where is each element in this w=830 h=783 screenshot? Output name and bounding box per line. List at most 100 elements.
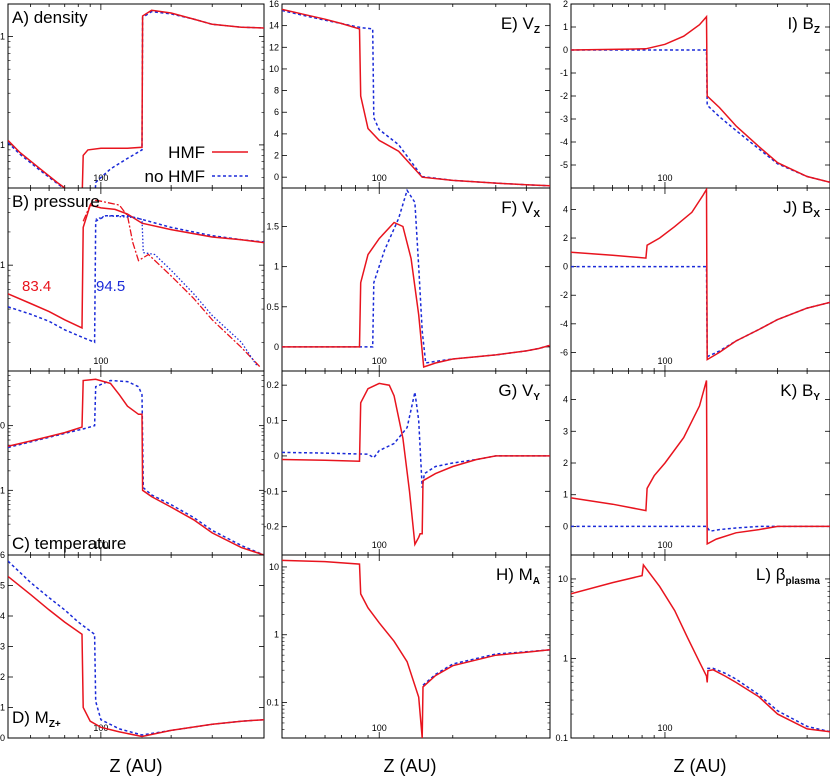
panel-B: 100 1 B) pressure xyxy=(0,187,265,372)
y-tick-label: 4 xyxy=(0,611,5,621)
panel-title-A: A) density xyxy=(12,8,88,27)
y-tick-label: 1 xyxy=(274,262,279,272)
series-no-hmf xyxy=(8,379,264,555)
panel-L: 100 0.1 1 10 L) βplasma xyxy=(555,554,830,743)
x-tick-label: 100 xyxy=(372,723,387,733)
series-no-hmf-secondary xyxy=(95,215,259,368)
series-no-hmf xyxy=(571,525,830,533)
legend: HMF no HMF xyxy=(145,143,248,186)
series-no-hmf xyxy=(8,10,264,188)
y-tick-label: 0.1 xyxy=(266,416,279,426)
y-tick-label: -0.1 xyxy=(263,486,279,496)
y-tick-label: 5 xyxy=(0,581,5,591)
x-tick-label: 100 xyxy=(657,540,672,550)
panel-title-subscript: Y xyxy=(813,392,820,403)
y-tick-label: 2 xyxy=(563,0,568,9)
y-tick-label: 14 xyxy=(269,21,279,31)
panel-title-subscript: Z+ xyxy=(49,719,61,730)
panel-title-H: H) MA xyxy=(496,565,540,587)
y-tick-label: 0 xyxy=(274,451,279,461)
series-no-hmf xyxy=(707,667,830,733)
panel-title-subscript: Z xyxy=(814,25,820,36)
y-tick-label: 0 xyxy=(274,172,279,182)
panel-title-subscript: Y xyxy=(533,392,540,403)
panel-E: 100 0 2 4 6 8 10 12 14 16 E) VZ xyxy=(269,0,551,189)
panel-I: 100 -5 -4 -3 -2 -1 0 1 2 I) BZ xyxy=(560,0,830,189)
y-tick-label: 3 xyxy=(0,642,5,652)
panel-title-subscript: Z xyxy=(534,25,540,36)
series-hmf-secondary xyxy=(82,199,261,368)
legend-label-hmf: HMF xyxy=(168,143,205,162)
panel-title-J: J) BX xyxy=(783,198,820,220)
y-tick-label: 2 xyxy=(563,233,568,243)
panel-frame xyxy=(7,370,265,556)
y-tick-label: -0.2 xyxy=(263,522,279,532)
series-hmf xyxy=(8,575,264,738)
y-tick-label: 6 xyxy=(274,107,279,117)
y-tick-label: 0 xyxy=(563,521,568,531)
panel-title-subscript: X xyxy=(813,209,820,220)
y-tick-label: 1 xyxy=(274,630,279,640)
panel-G: 100 -0.2 -0.1 0 0.1 0.2 G) VY xyxy=(263,370,551,556)
panel-frame xyxy=(7,3,265,189)
y-tick-label: -3 xyxy=(560,114,568,124)
y-tick-label: 0.2 xyxy=(266,380,279,390)
y-tick-label: 4 xyxy=(563,395,568,405)
y-tick-label: 12 xyxy=(269,42,279,52)
y-tick-label: 0.1 xyxy=(266,698,279,708)
x-tick-label: 100 xyxy=(657,723,672,733)
y-tick-label: -2 xyxy=(560,290,568,300)
panel-title-subscript: plasma xyxy=(786,576,821,587)
y-tick-label: 6 xyxy=(0,550,5,560)
annotation-94-5: 94.5 xyxy=(96,278,125,295)
y-tick-label: 10 xyxy=(269,562,279,572)
panel-J: 100 -6 -4 -2 0 2 4 J) BX xyxy=(560,187,830,372)
y-tick-label: 1 xyxy=(563,653,568,663)
panel-H: 100 0.1 1 10 H) MA xyxy=(266,554,551,739)
panel-frame xyxy=(570,554,830,739)
y-tick-label: 0.1 xyxy=(0,140,5,150)
panel-F: 100 0 0.5 1 1.5 F) VX xyxy=(266,187,551,372)
series-hmf xyxy=(8,9,264,188)
panel-title-K: K) BY xyxy=(780,381,820,403)
x-axis-label: Z (AU) xyxy=(674,756,727,776)
y-tick-label: -1 xyxy=(560,68,568,78)
series-hmf xyxy=(571,14,830,184)
y-tick-label: 0 xyxy=(0,733,5,743)
panel-title-E: E) VZ xyxy=(501,14,540,36)
panel-title-G: G) VY xyxy=(498,381,540,403)
y-tick-label: -2 xyxy=(560,91,568,101)
annotation-83-4: 83.4 xyxy=(22,278,51,295)
y-tick-label: 1 xyxy=(0,32,5,42)
y-tick-label: -4 xyxy=(560,319,568,329)
panel-title-subscript: X xyxy=(533,209,540,220)
x-tick-label: 100 xyxy=(93,540,108,550)
x-axis-label: Z (AU) xyxy=(384,756,437,776)
y-tick-label: 0 xyxy=(563,262,568,272)
panel-title-C: C) temperature xyxy=(12,534,126,553)
y-tick-label: 16 xyxy=(269,0,279,9)
y-tick-label: 0 xyxy=(563,45,568,55)
y-tick-label: 0.5 xyxy=(266,302,279,312)
y-tick-label: -6 xyxy=(560,347,568,357)
panel-K: 100 0 1 2 3 4 K) BY xyxy=(563,370,830,556)
series-no-hmf xyxy=(422,649,550,686)
panel-title-B: B) pressure xyxy=(12,192,100,211)
y-tick-label: 10 xyxy=(558,574,568,584)
y-tick-label: 1.5 xyxy=(266,222,279,232)
y-tick-label: 2 xyxy=(563,458,568,468)
series-hmf xyxy=(282,221,550,369)
panel-title-L: L) βplasma xyxy=(756,565,821,587)
series-hmf xyxy=(571,380,830,546)
y-tick-label: 1 xyxy=(0,703,5,713)
series-hmf xyxy=(571,562,830,733)
panel-title-I: I) BZ xyxy=(787,14,820,36)
y-tick-label: 4 xyxy=(563,204,568,214)
series-no-hmf xyxy=(282,392,550,488)
y-tick-label: 4 xyxy=(274,129,279,139)
x-tick-label: 100 xyxy=(372,173,387,183)
y-tick-label: 0.1 xyxy=(555,733,568,743)
panel-frame xyxy=(281,554,551,739)
y-tick-label: 1 xyxy=(0,485,5,495)
